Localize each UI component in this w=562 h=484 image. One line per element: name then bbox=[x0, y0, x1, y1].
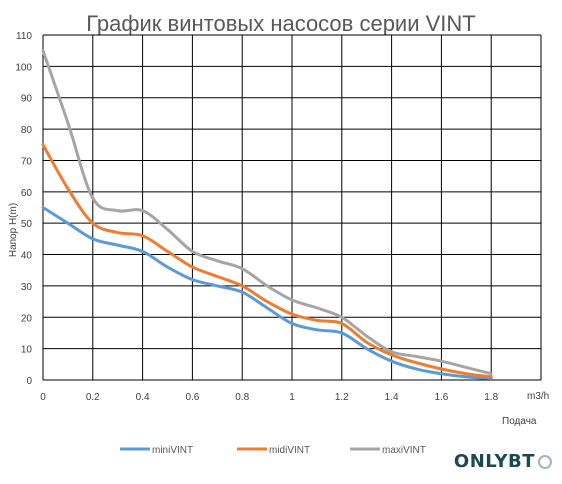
y-tick-label: 50 bbox=[21, 219, 33, 230]
onlybt-logo: ONLYBT bbox=[454, 451, 552, 472]
y-tick-labels: 0 10 20 30 40 50 60 70 80 90 100 110 bbox=[15, 31, 32, 387]
x-axis-unit: m3/h bbox=[527, 391, 549, 402]
y-tick-label: 20 bbox=[21, 313, 33, 324]
x-tick-label: 0.8 bbox=[235, 392, 249, 403]
chart-title: График винтовых насосов серии VINT bbox=[86, 11, 476, 36]
x-tick-label: 1.8 bbox=[484, 392, 498, 403]
y-tick-label: 110 bbox=[16, 31, 32, 42]
y-tick-label: 30 bbox=[21, 282, 33, 293]
legend-label-maxiVINT: maxiVINT bbox=[382, 445, 426, 456]
y-tick-label: 90 bbox=[21, 94, 33, 105]
y-tick-label: 40 bbox=[21, 251, 33, 262]
series-line-midiVINT bbox=[41, 143, 493, 379]
y-tick-label: 10 bbox=[21, 345, 33, 356]
x-tick-label: 0.6 bbox=[185, 392, 199, 403]
x-tick-label: 1.4 bbox=[385, 392, 399, 403]
y-tick-label: 100 bbox=[15, 62, 32, 73]
y-tick-label: 0 bbox=[26, 376, 32, 387]
logo-text: ONLYBT bbox=[453, 451, 535, 472]
y-tick-label: 80 bbox=[21, 125, 33, 136]
series-lines bbox=[41, 49, 493, 380]
legend: miniVINT midiVINT maxiVINT bbox=[120, 445, 426, 456]
x-tick-label: 1 bbox=[289, 392, 295, 403]
y-tick-label: 70 bbox=[21, 156, 33, 167]
legend-label-miniVINT: miniVINT bbox=[152, 445, 193, 456]
series-line-miniVINT bbox=[41, 206, 493, 380]
x-tick-label: 1.6 bbox=[434, 392, 448, 403]
y-tick-label: 60 bbox=[21, 188, 33, 199]
x-axis-label: Подача bbox=[502, 416, 537, 427]
legend-label-midiVINT: midiVINT bbox=[269, 445, 310, 456]
grid bbox=[42, 34, 542, 381]
x-tick-label: 0.2 bbox=[86, 392, 100, 403]
x-tick-label: 1.2 bbox=[335, 392, 349, 403]
y-axis-label: Напор H(m) bbox=[8, 203, 19, 257]
series-line-maxiVINT bbox=[41, 49, 493, 376]
x-tick-label: 0.4 bbox=[136, 392, 150, 403]
x-tick-labels: 0 0.2 0.4 0.6 0.8 1 1.2 1.4 1.6 1.8 bbox=[40, 392, 498, 403]
logo-mark-icon bbox=[538, 454, 552, 469]
x-tick-label: 0 bbox=[40, 392, 46, 403]
